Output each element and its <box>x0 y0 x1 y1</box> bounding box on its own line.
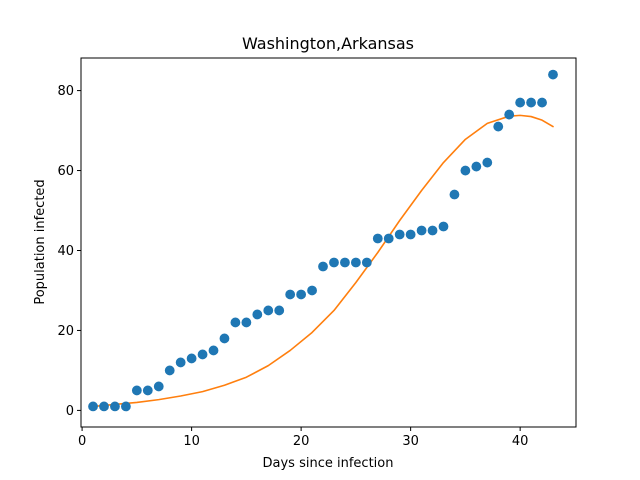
data-point <box>252 309 263 320</box>
y-tick-label: 20 <box>57 324 74 339</box>
data-point <box>329 257 339 268</box>
y-axis-label: Population infected <box>33 179 48 304</box>
data-point <box>416 225 427 236</box>
data-point <box>99 401 109 412</box>
data-point <box>460 165 471 176</box>
data-point <box>121 401 131 412</box>
x-tick-label: 20 <box>293 434 310 449</box>
x-tick-label: 30 <box>402 434 419 449</box>
data-point <box>361 257 372 268</box>
axes-frame <box>80 57 577 428</box>
data-point <box>153 381 164 392</box>
data-point <box>241 317 252 328</box>
data-point <box>142 385 153 396</box>
data-point <box>110 401 120 412</box>
data-point <box>219 333 230 344</box>
data-point <box>285 289 296 300</box>
data-point <box>471 161 482 172</box>
data-point <box>230 317 241 328</box>
data-point <box>175 357 186 368</box>
data-point <box>296 289 307 300</box>
data-point <box>449 189 460 200</box>
y-tick-label: 0 <box>66 404 74 419</box>
data-point <box>427 225 438 236</box>
y-tick-label: 80 <box>57 84 74 99</box>
y-axis: 0 20 40 60 80 <box>57 84 81 419</box>
data-point <box>515 97 526 108</box>
x-axis: 0 10 20 30 40 <box>78 427 528 449</box>
data-point <box>274 305 285 316</box>
data-point <box>372 233 383 244</box>
chart-title: Washington,Arkansas <box>242 34 414 53</box>
x-axis-label: Days since infection <box>263 456 394 471</box>
data-point <box>504 109 515 120</box>
data-point <box>263 305 274 316</box>
x-tick-label: 40 <box>512 434 529 449</box>
data-point <box>493 121 504 132</box>
plot-area <box>88 69 558 412</box>
y-tick-label: 40 <box>57 244 74 259</box>
data-point <box>350 257 361 268</box>
data-point <box>526 97 536 108</box>
y-tick-label: 60 <box>57 164 74 179</box>
data-point <box>405 229 416 240</box>
x-tick-label: 10 <box>183 434 200 449</box>
data-point <box>307 285 317 296</box>
data-point <box>318 261 328 272</box>
data-point <box>208 345 219 356</box>
data-point <box>186 353 197 364</box>
x-tick-label: 0 <box>78 434 86 449</box>
data-point <box>394 229 405 240</box>
data-point <box>548 69 558 80</box>
data-point <box>164 365 175 376</box>
data-point <box>438 221 449 232</box>
data-point <box>537 97 547 108</box>
data-point <box>340 257 350 268</box>
data-point <box>197 349 208 360</box>
data-point <box>383 233 394 244</box>
data-point <box>482 157 493 168</box>
data-point <box>88 401 98 412</box>
data-point <box>131 385 142 396</box>
